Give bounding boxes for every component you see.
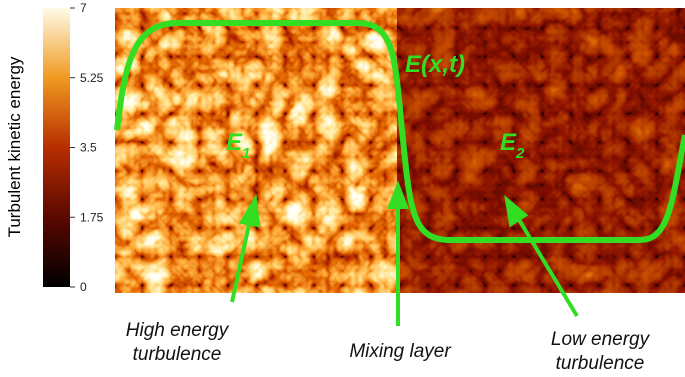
text-line: turbulence [133, 344, 222, 365]
text-line: turbulence [556, 353, 645, 374]
colorbar-label: Turbulent kinetic energy [5, 56, 24, 237]
annotation: High energy turbulence [126, 320, 230, 365]
text-line: Low energy [551, 329, 651, 350]
tick-label: 3.5 [80, 141, 97, 155]
region-symbol: E [500, 129, 517, 156]
tick-label: 5.25 [80, 71, 104, 85]
annotation: Low energy turbulence [551, 329, 651, 374]
region-subscript: 2 [515, 145, 525, 162]
turbulence-field-high [115, 8, 397, 293]
tick-label: 0 [80, 280, 87, 294]
curve-label: E(x,t) [405, 51, 465, 78]
tick-label: 1.75 [80, 210, 104, 224]
tick-label: 7 [80, 1, 87, 15]
annotation: Mixing layer [349, 341, 451, 362]
colorbar-ticks: 0 1.75 3.5 5.25 7 [70, 1, 104, 294]
page: Turbulent kinetic energy 0 1.75 3.5 5.25 7 E… [0, 0, 685, 377]
colorbar [43, 8, 70, 287]
text-line: High energy [126, 320, 230, 341]
figure: Turbulent kinetic energy 0 1.75 3.5 5.25 7 E… [0, 0, 685, 377]
region-symbol: E [226, 129, 243, 156]
region-subscript: 1 [242, 145, 250, 162]
text-line: Mixing layer [349, 341, 451, 362]
